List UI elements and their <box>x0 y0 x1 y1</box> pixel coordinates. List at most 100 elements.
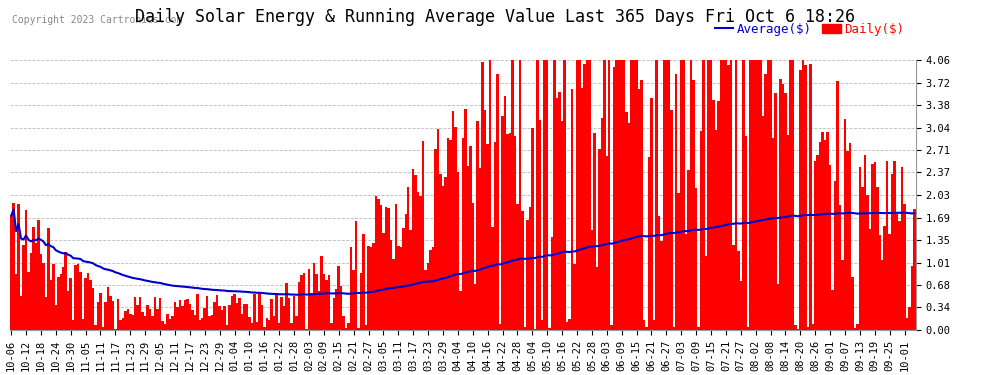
Bar <box>774 93 777 330</box>
Bar <box>288 298 290 330</box>
Bar <box>583 64 586 330</box>
Bar <box>161 321 163 330</box>
Text: Copyright 2023 Cartronics.com: Copyright 2023 Cartronics.com <box>12 15 182 25</box>
Bar <box>608 60 611 330</box>
Bar <box>883 226 886 330</box>
Bar <box>402 228 405 330</box>
Bar <box>496 74 499 330</box>
Bar <box>397 246 400 330</box>
Bar <box>50 280 52 330</box>
Bar <box>45 297 48 330</box>
Bar <box>173 302 176 330</box>
Bar <box>896 214 898 330</box>
Bar <box>784 93 787 330</box>
Bar <box>506 134 509 330</box>
Bar <box>672 327 675 330</box>
Bar <box>623 60 626 330</box>
Bar <box>772 138 774 330</box>
Bar <box>280 297 283 330</box>
Bar <box>566 322 568 330</box>
Bar <box>134 297 137 330</box>
Bar <box>705 256 707 330</box>
Bar <box>578 60 581 330</box>
Bar <box>359 273 362 330</box>
Bar <box>764 74 767 330</box>
Bar <box>752 60 754 330</box>
Bar <box>265 318 268 330</box>
Bar <box>722 60 725 330</box>
Bar <box>891 174 893 330</box>
Bar <box>194 315 196 330</box>
Bar <box>832 290 834 330</box>
Bar <box>660 241 662 330</box>
Bar <box>730 60 732 330</box>
Bar <box>241 314 244 330</box>
Bar <box>687 170 690 330</box>
Bar <box>79 272 82 330</box>
Bar <box>558 92 561 330</box>
Bar <box>221 310 224 330</box>
Bar <box>499 324 501 330</box>
Bar <box>425 270 427 330</box>
Bar <box>675 74 677 330</box>
Bar <box>738 251 740 330</box>
Bar <box>571 88 573 330</box>
Bar <box>802 60 804 330</box>
Bar <box>270 299 273 330</box>
Bar <box>303 273 305 330</box>
Bar <box>655 60 657 330</box>
Bar <box>641 80 643 330</box>
Bar <box>442 186 445 330</box>
Bar <box>576 60 578 330</box>
Bar <box>372 243 375 330</box>
Bar <box>524 327 526 330</box>
Bar <box>603 60 606 330</box>
Bar <box>670 110 672 330</box>
Bar <box>908 308 911 330</box>
Bar <box>886 160 888 330</box>
Bar <box>255 322 258 330</box>
Bar <box>636 60 638 330</box>
Bar <box>893 161 896 330</box>
Bar <box>539 120 541 330</box>
Bar <box>700 131 702 330</box>
Bar <box>744 136 747 330</box>
Bar <box>509 133 511 330</box>
Bar <box>834 181 837 330</box>
Bar <box>335 289 338 330</box>
Bar <box>33 228 35 330</box>
Bar <box>494 142 496 330</box>
Bar <box>62 267 64 330</box>
Bar <box>300 275 303 330</box>
Bar <box>906 318 908 330</box>
Bar <box>814 161 817 330</box>
Bar <box>357 328 359 330</box>
Bar <box>471 202 474 330</box>
Bar <box>851 277 853 330</box>
Bar <box>767 60 769 330</box>
Bar <box>735 60 738 330</box>
Bar <box>491 227 494 330</box>
Bar <box>544 60 545 330</box>
Bar <box>298 282 300 330</box>
Bar <box>707 60 710 330</box>
Bar <box>598 149 601 330</box>
Bar <box>364 326 367 330</box>
Bar <box>662 60 665 330</box>
Bar <box>283 306 285 330</box>
Bar <box>92 288 94 330</box>
Bar <box>323 273 325 330</box>
Bar <box>647 157 650 330</box>
Bar <box>52 264 54 330</box>
Bar <box>799 70 802 330</box>
Bar <box>347 322 349 330</box>
Bar <box>387 208 390 330</box>
Bar <box>77 264 79 330</box>
Bar <box>275 294 278 330</box>
Bar <box>199 320 201 330</box>
Bar <box>23 244 25 330</box>
Bar <box>119 320 122 330</box>
Bar <box>759 60 762 330</box>
Bar <box>127 309 129 330</box>
Bar <box>469 146 471 330</box>
